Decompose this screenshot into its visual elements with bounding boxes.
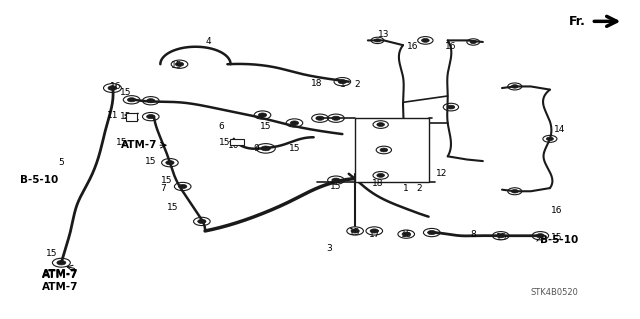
Circle shape — [536, 234, 545, 238]
Bar — [126, 113, 138, 121]
Bar — [230, 139, 244, 145]
Text: 15: 15 — [120, 88, 131, 97]
Text: 15: 15 — [116, 137, 128, 146]
Circle shape — [402, 232, 410, 236]
Text: 7: 7 — [161, 184, 166, 193]
Circle shape — [166, 160, 174, 165]
Text: 16: 16 — [550, 206, 562, 215]
Text: 15: 15 — [349, 228, 361, 237]
Text: 15: 15 — [496, 233, 508, 242]
Text: 17: 17 — [369, 230, 380, 239]
Text: 15: 15 — [218, 137, 230, 146]
Circle shape — [511, 189, 518, 193]
Text: 15: 15 — [289, 144, 300, 153]
Text: 5: 5 — [58, 158, 64, 167]
Text: 16: 16 — [445, 42, 457, 51]
Text: 18: 18 — [311, 79, 323, 88]
Text: 2: 2 — [416, 184, 422, 193]
Bar — [355, 118, 429, 182]
Text: Fr.: Fr. — [569, 16, 586, 28]
Text: 11: 11 — [107, 111, 118, 120]
Text: 15: 15 — [550, 233, 562, 242]
Circle shape — [127, 98, 136, 102]
Circle shape — [377, 174, 385, 177]
Circle shape — [108, 86, 117, 90]
Text: 6: 6 — [218, 122, 224, 131]
Text: 8: 8 — [470, 230, 476, 239]
Circle shape — [351, 229, 359, 233]
Circle shape — [338, 80, 346, 84]
Circle shape — [57, 261, 66, 265]
Text: 15: 15 — [145, 157, 157, 166]
Circle shape — [422, 39, 429, 42]
Circle shape — [261, 146, 271, 151]
Text: 15: 15 — [161, 176, 173, 185]
Text: ATM-7: ATM-7 — [121, 140, 157, 150]
Circle shape — [547, 137, 554, 141]
Text: B-5-10: B-5-10 — [20, 175, 58, 185]
Text: 9: 9 — [253, 144, 259, 153]
Text: STK4B0520: STK4B0520 — [531, 288, 579, 297]
Circle shape — [370, 229, 378, 233]
Circle shape — [470, 41, 476, 44]
Text: 3: 3 — [326, 244, 332, 253]
Text: 15: 15 — [168, 203, 179, 211]
Text: ATM-7: ATM-7 — [42, 269, 79, 279]
Text: 13: 13 — [378, 30, 390, 39]
Text: 1: 1 — [339, 80, 345, 89]
Circle shape — [377, 123, 385, 126]
Circle shape — [291, 121, 299, 125]
Text: ATM-7: ATM-7 — [42, 271, 79, 280]
Text: 18: 18 — [372, 179, 383, 188]
Circle shape — [374, 39, 381, 42]
Text: 16: 16 — [110, 82, 122, 91]
Circle shape — [511, 85, 518, 88]
Text: 1: 1 — [403, 184, 409, 193]
Text: 15: 15 — [330, 182, 342, 191]
Text: 15: 15 — [401, 230, 412, 239]
Circle shape — [332, 178, 340, 182]
Text: 16: 16 — [407, 42, 419, 51]
Circle shape — [428, 231, 436, 234]
Text: 15: 15 — [260, 122, 271, 131]
Text: 12: 12 — [436, 169, 447, 178]
Circle shape — [332, 116, 340, 120]
Circle shape — [179, 184, 187, 189]
Circle shape — [497, 234, 505, 238]
Circle shape — [447, 105, 455, 109]
Text: ATM-7: ATM-7 — [42, 259, 79, 292]
Circle shape — [259, 113, 267, 117]
Circle shape — [316, 116, 324, 120]
Circle shape — [198, 219, 206, 224]
Circle shape — [147, 115, 155, 119]
Text: 15: 15 — [46, 249, 58, 258]
Circle shape — [380, 148, 388, 152]
Circle shape — [175, 62, 184, 66]
Text: 4: 4 — [205, 38, 211, 47]
Text: 2: 2 — [354, 80, 360, 89]
Text: 10: 10 — [228, 141, 239, 150]
Circle shape — [147, 99, 155, 103]
Text: B-5-10: B-5-10 — [540, 235, 579, 246]
Text: 15: 15 — [171, 61, 182, 70]
Text: 15: 15 — [120, 112, 131, 121]
Text: 14: 14 — [554, 125, 565, 134]
